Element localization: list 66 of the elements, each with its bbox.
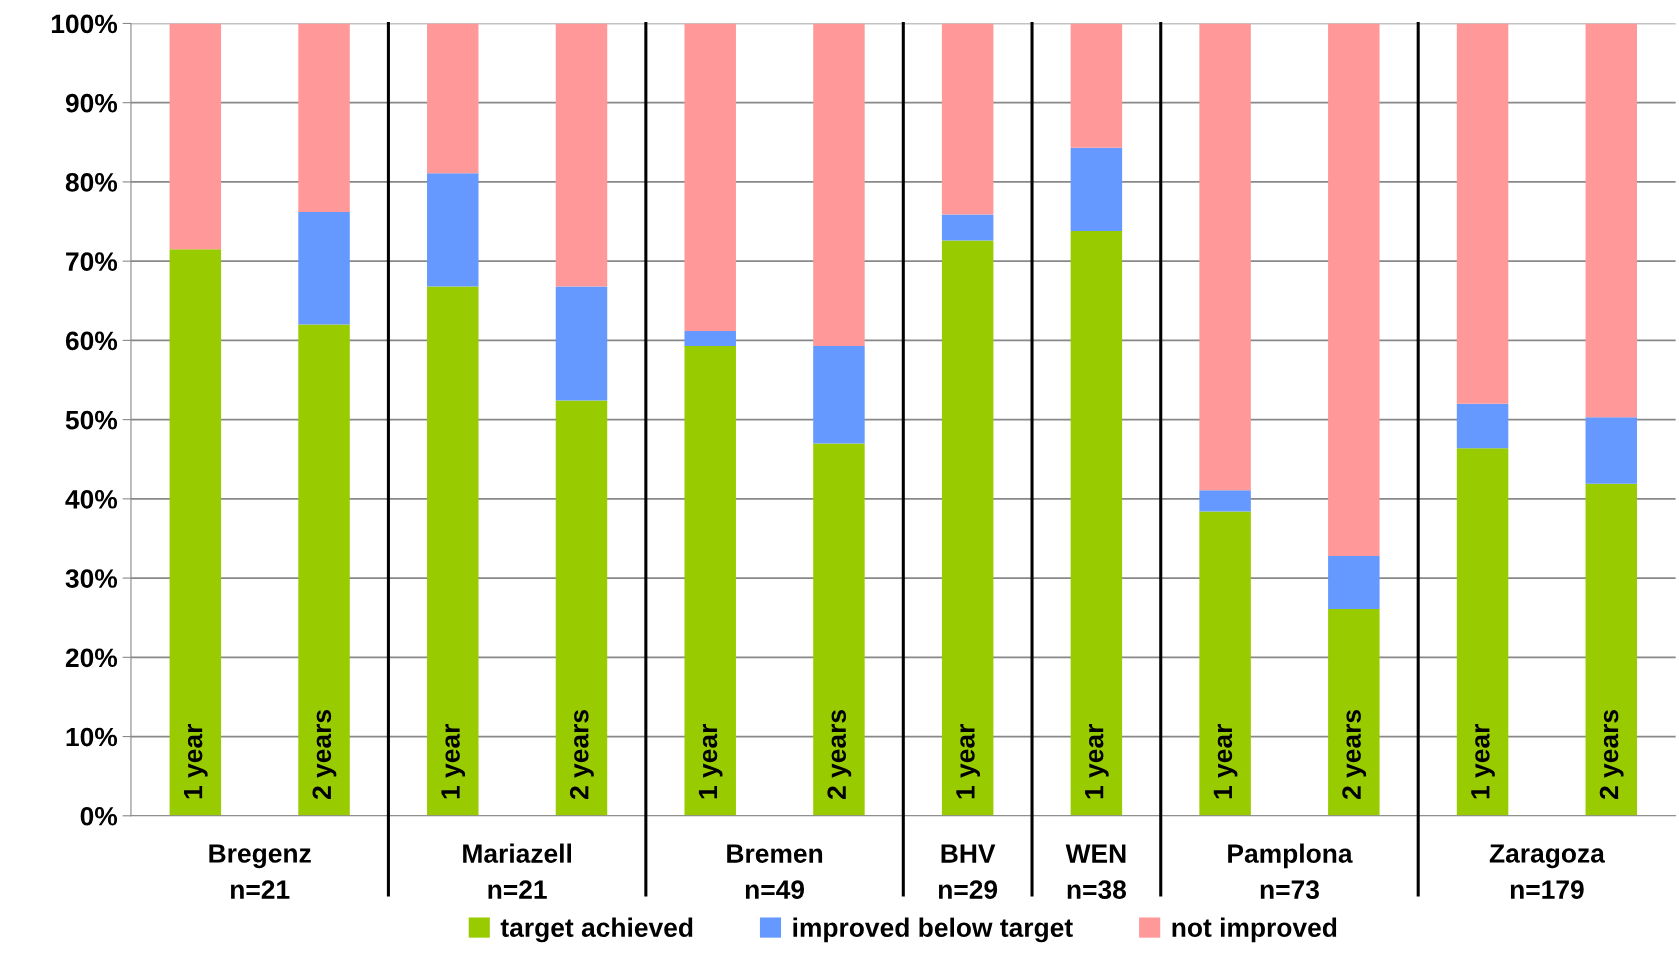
y-tick-label: 60% [65,331,118,351]
y-tick-label: 100% [51,14,118,34]
text: WEN n=38 [1065,844,1127,900]
text: Pamplona n=73 [1228,843,1353,900]
legend-label: not improved [1172,917,1337,943]
bar [427,173,479,287]
x-tick-label: 1 year [183,724,208,799]
bar [1585,417,1638,484]
bar [1585,483,1638,816]
x-tick-label: 1 year [1471,724,1495,799]
x-tick-label: 1 year [956,724,980,799]
bar [298,324,350,816]
bar [813,443,865,816]
y-tick-label: 70% [66,252,118,271]
bar [1456,23,1509,404]
bar [1456,448,1509,816]
y-tick-label: 0% [80,806,118,826]
y-tick-label: 90% [65,93,118,113]
x-tick-label: 2 years [827,710,852,800]
x-tick-label: 2 years [1342,710,1367,800]
bar [169,23,222,250]
bar [427,23,479,174]
y-tick-label: 40% [65,489,118,509]
bar [1070,231,1123,816]
bar [941,214,994,241]
legend-label: target achieved [500,917,693,943]
bar [1199,511,1251,816]
x-tick-label: 2 years [569,710,594,800]
bar [1199,23,1251,491]
y-tick-label: 80% [65,173,118,192]
text: Bregenz n=21 [209,844,311,899]
bar [813,345,865,444]
bar [1585,23,1638,418]
y-tick-label: 50% [65,410,118,430]
y-tick-label: 10% [66,727,118,747]
x-tick-label: 1 year [698,724,723,799]
bar [1328,555,1380,609]
bar [427,286,479,816]
y-tick-label: 30% [65,569,118,588]
bar [684,345,736,816]
bar [298,212,350,325]
bar [298,23,350,213]
bar [1328,608,1380,816]
x-tick-label: 2 years [312,710,337,800]
bar [1070,23,1123,148]
bar [941,240,994,816]
x-tick-label: 2 years [1599,710,1624,800]
bar [1199,490,1251,512]
bar [1070,147,1123,232]
bar [1328,23,1380,556]
text: BHV n=29 [938,844,998,899]
bar [169,249,222,816]
bar [555,286,608,401]
bar [941,23,994,215]
text: Zaragoza n=179 [1489,844,1606,899]
bar [813,23,865,346]
x-tick-label: 1 year [441,724,466,799]
y-tick-label: 20% [65,648,118,668]
bar [684,330,736,346]
bar [684,23,736,331]
bar [555,400,608,816]
bar [555,23,608,287]
legend-label: improved below target [793,917,1073,943]
bar [1456,403,1509,449]
x-tick-label: 1 year [1085,724,1109,799]
x-tick-label: 1 year [1213,724,1238,799]
